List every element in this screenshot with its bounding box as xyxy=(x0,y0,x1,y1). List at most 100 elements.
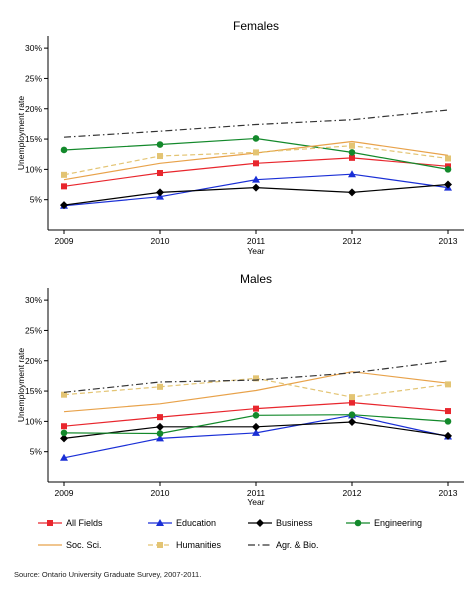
x-axis-label: Year xyxy=(247,497,264,507)
data-point-business xyxy=(156,188,164,197)
legend-swatch xyxy=(38,520,62,526)
data-point-business xyxy=(252,422,260,431)
data-point-engineering xyxy=(156,141,164,148)
legend-marker xyxy=(256,519,264,527)
data-point-humanities xyxy=(61,391,67,398)
y-axis-label: Unemployment rate xyxy=(16,348,26,422)
data-point-humanities xyxy=(253,149,259,156)
legend-swatch xyxy=(38,544,62,546)
y-tick-label: 30% xyxy=(25,43,42,53)
y-tick-label: 30% xyxy=(25,295,42,305)
x-tick-label: 2011 xyxy=(247,236,266,246)
data-point-business xyxy=(444,180,452,189)
data-point-engineering xyxy=(252,135,260,142)
data-point-all-fields xyxy=(61,423,67,430)
legend-item-business: Business xyxy=(248,518,313,528)
legend-label: All Fields xyxy=(66,518,103,528)
y-tick-label: 25% xyxy=(25,73,42,83)
chart-legend: All Fields Education Business Engineering So… xyxy=(30,518,470,566)
data-point-business xyxy=(444,431,452,440)
x-tick-label: 2009 xyxy=(55,236,74,246)
data-point-humanities xyxy=(445,155,451,162)
data-point-education xyxy=(252,175,260,183)
y-tick-label: 10% xyxy=(25,164,42,174)
data-point-business xyxy=(60,201,68,210)
data-point-humanities xyxy=(253,375,259,382)
y-tick-label: 5% xyxy=(30,195,43,205)
data-point-all-fields xyxy=(253,405,259,412)
legend-swatch xyxy=(248,519,272,527)
data-point-engineering xyxy=(444,166,452,173)
data-point-all-fields xyxy=(61,183,67,190)
data-point-business xyxy=(348,417,356,426)
data-point-humanities xyxy=(157,153,163,160)
data-point-business xyxy=(156,422,164,431)
y-tick-label: 15% xyxy=(25,134,42,144)
data-point-engineering xyxy=(60,429,68,437)
y-tick-label: 10% xyxy=(25,416,42,426)
y-axis-label: Unemployment rate xyxy=(16,96,26,170)
series-line-agr-bio xyxy=(63,109,449,138)
y-tick-label: 5% xyxy=(30,447,43,457)
legend-item-humanities: Humanities xyxy=(148,540,221,550)
x-tick-label: 2009 xyxy=(55,488,74,498)
data-point-all-fields xyxy=(157,170,163,177)
series-line-education xyxy=(63,414,449,459)
legend-label: Engineering xyxy=(374,518,423,528)
y-tick-label: 20% xyxy=(25,104,42,114)
data-point-humanities xyxy=(349,394,355,401)
chart-figure: Females 5% 10% 15% 20% 25% 30% 2009 2010 2011 2012… xyxy=(16,19,464,507)
data-point-business xyxy=(252,183,260,192)
chart-title: Males xyxy=(240,272,272,286)
data-point-business xyxy=(348,188,356,197)
legend-label: Humanities xyxy=(176,540,222,550)
legend-label: Agr. & Bio. xyxy=(276,540,319,550)
data-point-engineering xyxy=(348,411,356,419)
x-tick-label: 2012 xyxy=(343,236,362,246)
legend-marker xyxy=(157,542,163,548)
legend-marker xyxy=(156,519,164,526)
data-point-education xyxy=(60,453,68,461)
legend-swatch xyxy=(248,544,272,546)
legend-label: Soc. Sci. xyxy=(66,540,102,550)
data-point-education xyxy=(348,170,356,178)
data-point-engineering xyxy=(444,418,452,425)
x-tick-label: 2011 xyxy=(247,488,266,498)
x-tick-label: 2010 xyxy=(151,488,170,498)
series-line-agr-bio xyxy=(63,360,449,393)
data-point-engineering xyxy=(60,146,68,154)
legend-swatch xyxy=(148,542,172,548)
data-point-education xyxy=(156,434,164,442)
series-line-soc-sci xyxy=(63,371,449,413)
data-point-all-fields xyxy=(253,160,259,167)
legend-item-agr-bio: Agr. & Bio. xyxy=(248,540,319,550)
data-point-engineering xyxy=(156,430,164,437)
y-tick-label: 25% xyxy=(25,325,42,335)
data-point-humanities xyxy=(445,381,451,388)
data-point-humanities xyxy=(349,142,355,149)
x-tick-label: 2013 xyxy=(439,236,458,246)
x-axis-label: Year xyxy=(247,246,264,256)
data-point-education xyxy=(252,428,260,436)
chart-panel-females: Females 5% 10% 15% 20% 25% 30% 2009 2010 2011 2012… xyxy=(16,19,464,256)
legend-marker xyxy=(47,520,53,526)
legend-item-education: Education xyxy=(148,518,216,528)
chart-panel-males: Males 5% 10% 15% 20% 25% 30% 2009 2010 2011 2012 20… xyxy=(16,272,464,507)
data-point-all-fields xyxy=(349,399,355,406)
legend-item-all-fields: All Fields xyxy=(38,518,103,528)
data-point-all-fields xyxy=(445,408,451,415)
data-point-engineering xyxy=(252,412,260,419)
data-point-business xyxy=(60,434,68,443)
chart-title: Females xyxy=(233,19,279,33)
data-point-all-fields xyxy=(157,414,163,421)
legend-label: Education xyxy=(176,518,217,528)
x-tick-label: 2013 xyxy=(439,488,458,498)
legend-swatch xyxy=(148,519,172,526)
data-point-all-fields xyxy=(349,154,355,161)
data-point-humanities xyxy=(61,171,67,178)
data-point-engineering xyxy=(348,149,356,156)
legend-item-soc-sci: Soc. Sci. xyxy=(38,540,102,550)
x-tick-label: 2012 xyxy=(343,488,362,498)
x-tick-label: 2010 xyxy=(151,236,170,246)
legend-swatch xyxy=(346,519,370,527)
